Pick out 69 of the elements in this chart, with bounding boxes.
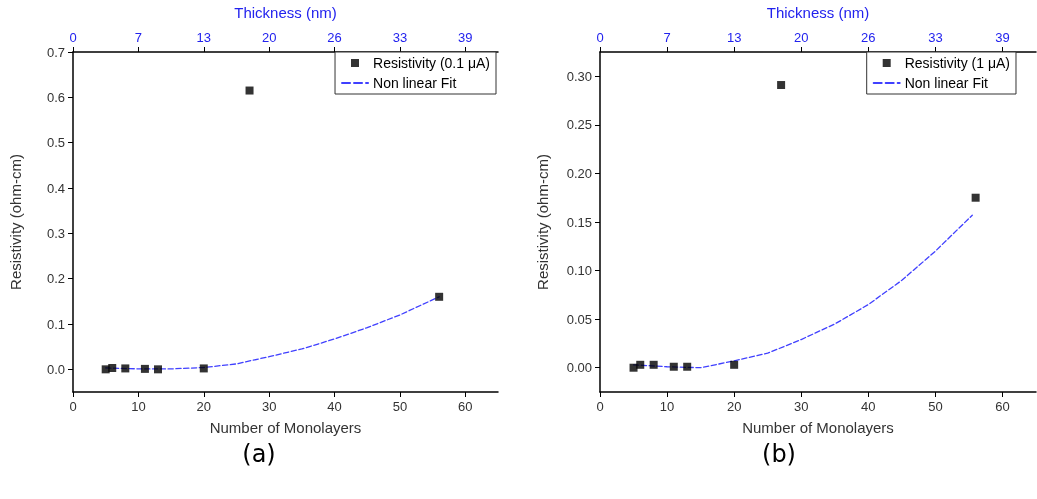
- y-tick-label: 0.15: [566, 214, 592, 230]
- legend-label: Non linear Fit: [904, 75, 989, 91]
- x-tick-label: 40: [861, 399, 876, 414]
- x-tick-label: 60: [995, 399, 1010, 414]
- y-tick-label: 0.00: [566, 360, 592, 376]
- x-tick-label: 0: [69, 399, 77, 414]
- point: [730, 360, 739, 369]
- x2-tick-label: 33: [392, 30, 408, 45]
- y-tick-label: 0.2: [46, 271, 65, 287]
- y-tick-label: 0.5: [46, 135, 65, 151]
- x-tick-label: 20: [196, 399, 211, 414]
- x2-tick-label: 0: [69, 30, 77, 45]
- text: (a): [241, 440, 277, 468]
- legend-label: Non linear Fit: [373, 75, 457, 91]
- y-tick-label: 0.10: [566, 263, 592, 279]
- y-tick-label: 0.25: [566, 117, 592, 133]
- x-tick-label: 60: [458, 399, 473, 414]
- point: [971, 193, 980, 202]
- legend-label: Resistivity (1 μA): [904, 55, 1011, 71]
- point: [108, 363, 117, 372]
- point: [683, 362, 692, 371]
- x-tick-label: 10: [659, 399, 675, 414]
- point: [245, 86, 254, 95]
- x-tick-label: 10: [131, 399, 146, 414]
- point: [435, 292, 444, 301]
- point: [154, 365, 162, 374]
- x2-tick-label: 26: [327, 30, 342, 45]
- x-tick-label: 0: [596, 399, 604, 414]
- y-tick-label: 0.30: [566, 68, 592, 84]
- x-tick-label: 30: [794, 399, 809, 414]
- x2-axis-title: Thickness (nm): [234, 4, 337, 21]
- x2-tick-label: 39: [458, 30, 473, 45]
- x-axis-title: Number of Monolayers: [209, 419, 362, 436]
- x2-tick-label: 7: [134, 30, 142, 45]
- point: [649, 360, 658, 369]
- x2-tick-label: 20: [261, 30, 277, 45]
- point: [777, 81, 786, 90]
- x2-tick-label: 13: [726, 30, 742, 45]
- text: (b): [761, 440, 797, 468]
- x-axis-title: Number of Monolayers: [742, 419, 894, 436]
- y-tick-label: 0.20: [566, 165, 592, 181]
- y-tick-label: 0.7: [46, 44, 65, 60]
- x-tick-label: 30: [261, 399, 277, 414]
- y-tick-label: 0.1: [46, 316, 65, 332]
- x-tick-label: 50: [392, 399, 408, 414]
- x2-tick-label: 26: [861, 30, 876, 45]
- point: [669, 362, 678, 371]
- x2-tick-label: 20: [794, 30, 809, 45]
- x2-tick-label: 7: [663, 30, 671, 45]
- x2-tick-label: 39: [995, 30, 1010, 45]
- y-tick-label: 0.4: [46, 180, 65, 196]
- point: [199, 364, 208, 373]
- point: [121, 364, 130, 373]
- point: [140, 364, 149, 373]
- y-tick-label: 0.0: [46, 361, 65, 377]
- y-tick-label: 0.3: [46, 225, 65, 241]
- x2-tick-label: 33: [928, 30, 943, 45]
- y-axis-title: Resistivity (ohm-cm): [534, 154, 551, 290]
- y-tick-label: 0.05: [566, 311, 592, 327]
- point: [636, 360, 645, 369]
- y-tick-label: 0.6: [46, 89, 65, 105]
- x2-tick-label: 13: [196, 30, 211, 45]
- legend-label: Resistivity (0.1 μA): [373, 55, 491, 71]
- x-tick-label: 40: [327, 399, 342, 414]
- x-tick-label: 20: [726, 399, 742, 414]
- x2-axis-title: Thickness (nm): [766, 4, 870, 21]
- x2-tick-label: 0: [596, 30, 604, 45]
- y-axis-title: Resistivity (ohm-cm): [7, 154, 24, 290]
- x-tick-label: 50: [928, 399, 943, 414]
